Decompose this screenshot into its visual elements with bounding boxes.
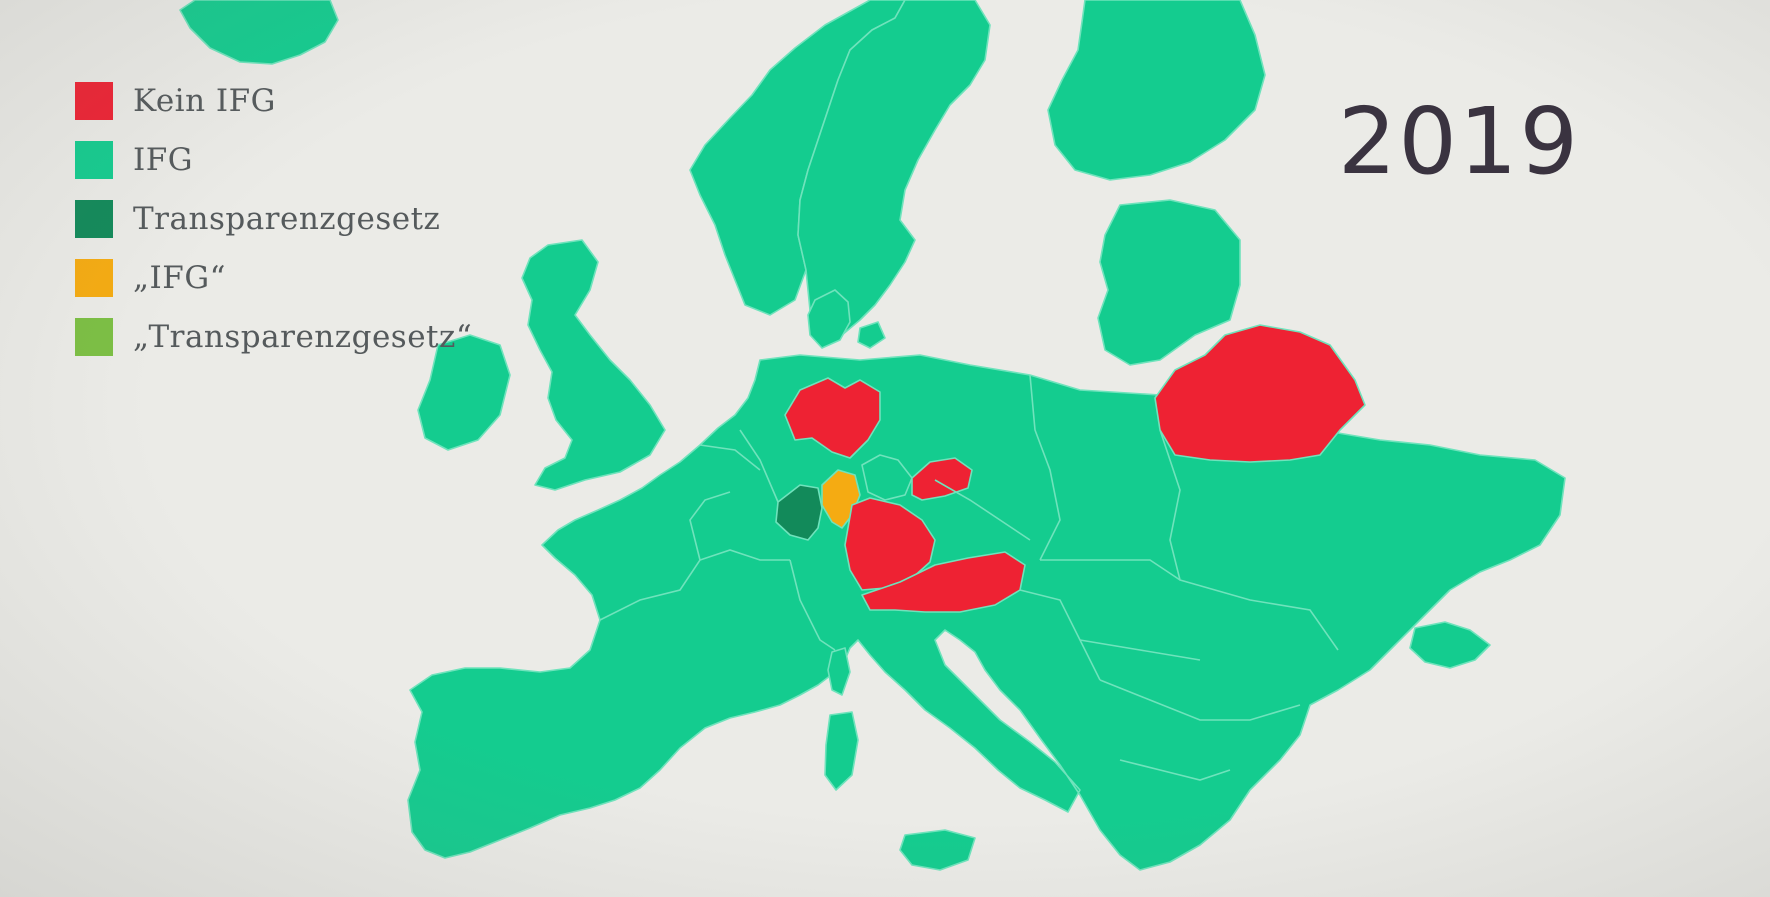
legend-swatch-ifg <box>75 141 113 179</box>
region-thuringia <box>861 454 913 501</box>
region-belarus <box>1154 324 1366 463</box>
region-saxony <box>911 457 973 501</box>
country-borders <box>599 374 1339 781</box>
region-sardinia <box>824 711 859 791</box>
legend-label: Transparenzgesetz <box>133 201 441 237</box>
region-finland <box>1047 0 1266 181</box>
region-ireland <box>417 334 511 451</box>
region-denmark <box>807 289 886 349</box>
region-iceland <box>179 0 339 65</box>
legend-swatch-transparenzgesetz-quoted <box>75 318 113 356</box>
region-bavaria <box>844 497 936 591</box>
region-sicily <box>899 829 976 871</box>
legend-label: Kein IFG <box>133 83 276 119</box>
year-label: 2019 <box>1337 88 1580 195</box>
legend-label: „IFG“ <box>133 260 226 296</box>
legend-swatch-kein-ifg <box>75 82 113 120</box>
legend-item-kein-ifg: Kein IFG <box>75 82 472 120</box>
legend-item-ifg: IFG <box>75 141 472 179</box>
region-continental-europe <box>407 354 1566 871</box>
region-baltics <box>1097 199 1241 366</box>
region-crimea <box>1409 621 1491 669</box>
legend-item-transparenzgesetz-quoted: „Transparenzgesetz“ <box>75 318 472 356</box>
legend-swatch-ifg-quoted <box>75 259 113 297</box>
legend-swatch-transparenzgesetz <box>75 200 113 238</box>
region-rhineland-palatinate <box>775 484 823 541</box>
region-great-britain <box>521 239 666 491</box>
legend: Kein IFG IFG Transparenzgesetz „IFG“ „Tr… <box>75 82 472 377</box>
region-lower-saxony <box>784 377 881 459</box>
legend-label: IFG <box>133 142 194 178</box>
legend-label: „Transparenzgesetz“ <box>133 319 473 355</box>
region-corsica <box>827 647 851 696</box>
legend-item-ifg-quoted: „IFG“ <box>75 259 472 297</box>
region-sweden <box>797 0 991 336</box>
legend-item-transparenzgesetz: Transparenzgesetz <box>75 200 472 238</box>
